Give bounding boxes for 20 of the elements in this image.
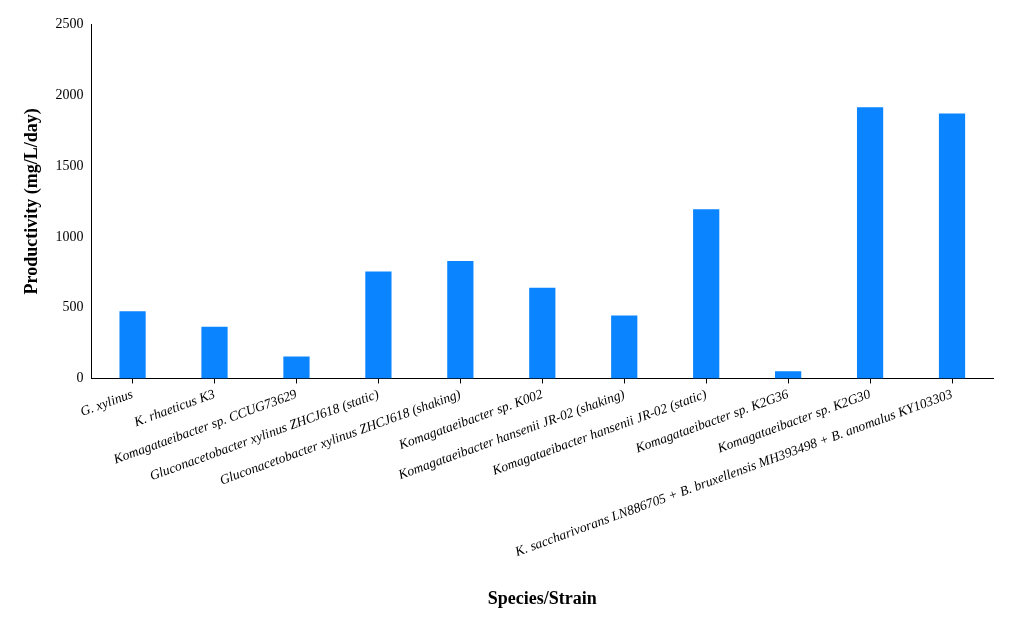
bar [693,209,720,379]
bar [201,326,228,379]
y-axis-title: Productivity (mg/L/day) [21,108,43,295]
bar [283,356,310,379]
y-tick-label: 500 [62,299,84,315]
bar [938,113,966,379]
x-tick-label: G. xylinus [78,386,135,419]
x-axis-title: Species/Strain [487,587,597,608]
y-tick-label: 0 [76,370,84,386]
bar [611,315,638,379]
y-tick-label: 1500 [55,157,84,173]
y-tick-label: 1000 [55,228,84,244]
y-tick-label: 2500 [55,16,84,32]
bar [119,311,146,379]
bar [775,371,802,379]
bar [447,260,474,379]
bar [856,107,884,379]
y-tick-label: 2000 [55,86,84,102]
bar [529,287,556,379]
bar [365,271,392,379]
